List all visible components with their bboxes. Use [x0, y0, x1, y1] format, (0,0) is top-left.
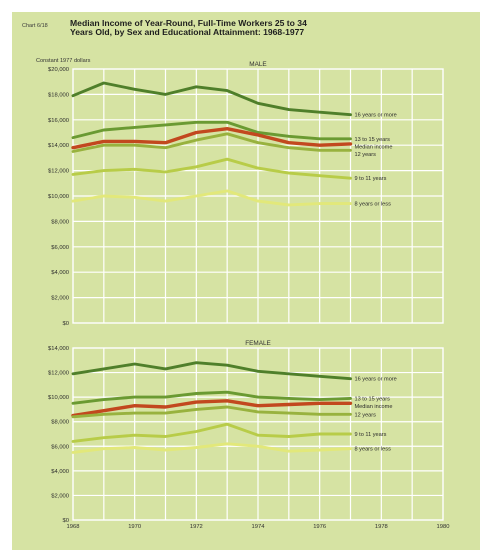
male-series-line	[71, 189, 352, 207]
male-series-label: 8 years or less	[355, 202, 392, 208]
male-series-line	[71, 132, 352, 153]
female-x-tick-label: 1972	[190, 524, 203, 530]
male-y-tick-label: $10,000	[48, 194, 69, 200]
female-y-tick-label: $12,000	[48, 371, 69, 377]
male-y-tick-label: $14,000	[48, 143, 69, 149]
female-y-tick-label: $6,000	[51, 444, 69, 450]
female-series-label: 8 years or less	[355, 447, 392, 453]
female-series-line	[71, 442, 352, 454]
male-panel-title: MALE	[249, 61, 266, 68]
female-series-label: 13 to 15 years	[355, 396, 391, 402]
female-x-tick-label: 1968	[67, 524, 80, 530]
female-series-line	[71, 405, 352, 419]
female-series-label: Median income	[355, 404, 393, 410]
male-y-tick-label: $16,000	[48, 118, 69, 124]
male-y-tick-label: $0	[63, 321, 69, 327]
female-x-tick-label: 1980	[437, 524, 450, 530]
female-y-tick-label: $10,000	[48, 395, 69, 401]
male-series-label: 16 years or more	[355, 113, 397, 119]
male-series-line	[71, 126, 353, 150]
units-note: Constant 1977 dollars	[36, 58, 91, 64]
male-y-tick-label: $2,000	[51, 296, 69, 302]
male-y-tick-label: $8,000	[51, 219, 69, 225]
male-y-tick-label: $6,000	[51, 245, 69, 251]
female-series-label: 16 years or more	[355, 377, 397, 383]
female-y-tick-label: $14,000	[48, 346, 69, 352]
female-series-label: 9 to 11 years	[355, 432, 387, 438]
male-y-tick-label: $12,000	[48, 169, 69, 175]
female-series-line	[71, 422, 352, 443]
male-series-line	[71, 120, 352, 141]
female-series-line	[71, 399, 353, 418]
male-y-tick-label: $4,000	[51, 270, 69, 276]
chart-number: Chart 6/18	[22, 23, 48, 29]
male-series-label: Median income	[355, 144, 393, 150]
female-series-label: 12 years	[355, 412, 377, 418]
female-x-tick-label: 1978	[375, 524, 388, 530]
male-series-label: 9 to 11 years	[355, 176, 387, 182]
female-x-tick-label: 1974	[252, 524, 266, 530]
male-y-tick-label: $20,000	[48, 67, 69, 73]
male-series-label: 12 years	[355, 152, 377, 158]
female-y-tick-label: $2,000	[51, 493, 69, 499]
female-y-tick-label: $0	[63, 518, 69, 524]
chart-title: Median Income of Year-Round, Full-Time W…	[70, 18, 307, 38]
female-x-tick-label: 1976	[313, 524, 326, 530]
male-series-line	[71, 157, 352, 180]
female-y-tick-label: $4,000	[51, 469, 69, 475]
male-series-line	[71, 81, 352, 117]
female-series-line	[71, 361, 352, 381]
male-y-tick-label: $18,000	[48, 92, 69, 98]
female-y-tick-label: $8,000	[51, 420, 69, 426]
female-x-tick-label: 1970	[128, 524, 141, 530]
male-series-label: 13 to 15 years	[355, 137, 391, 143]
female-panel-title: FEMALE	[245, 340, 271, 347]
female-series-line	[71, 390, 352, 405]
